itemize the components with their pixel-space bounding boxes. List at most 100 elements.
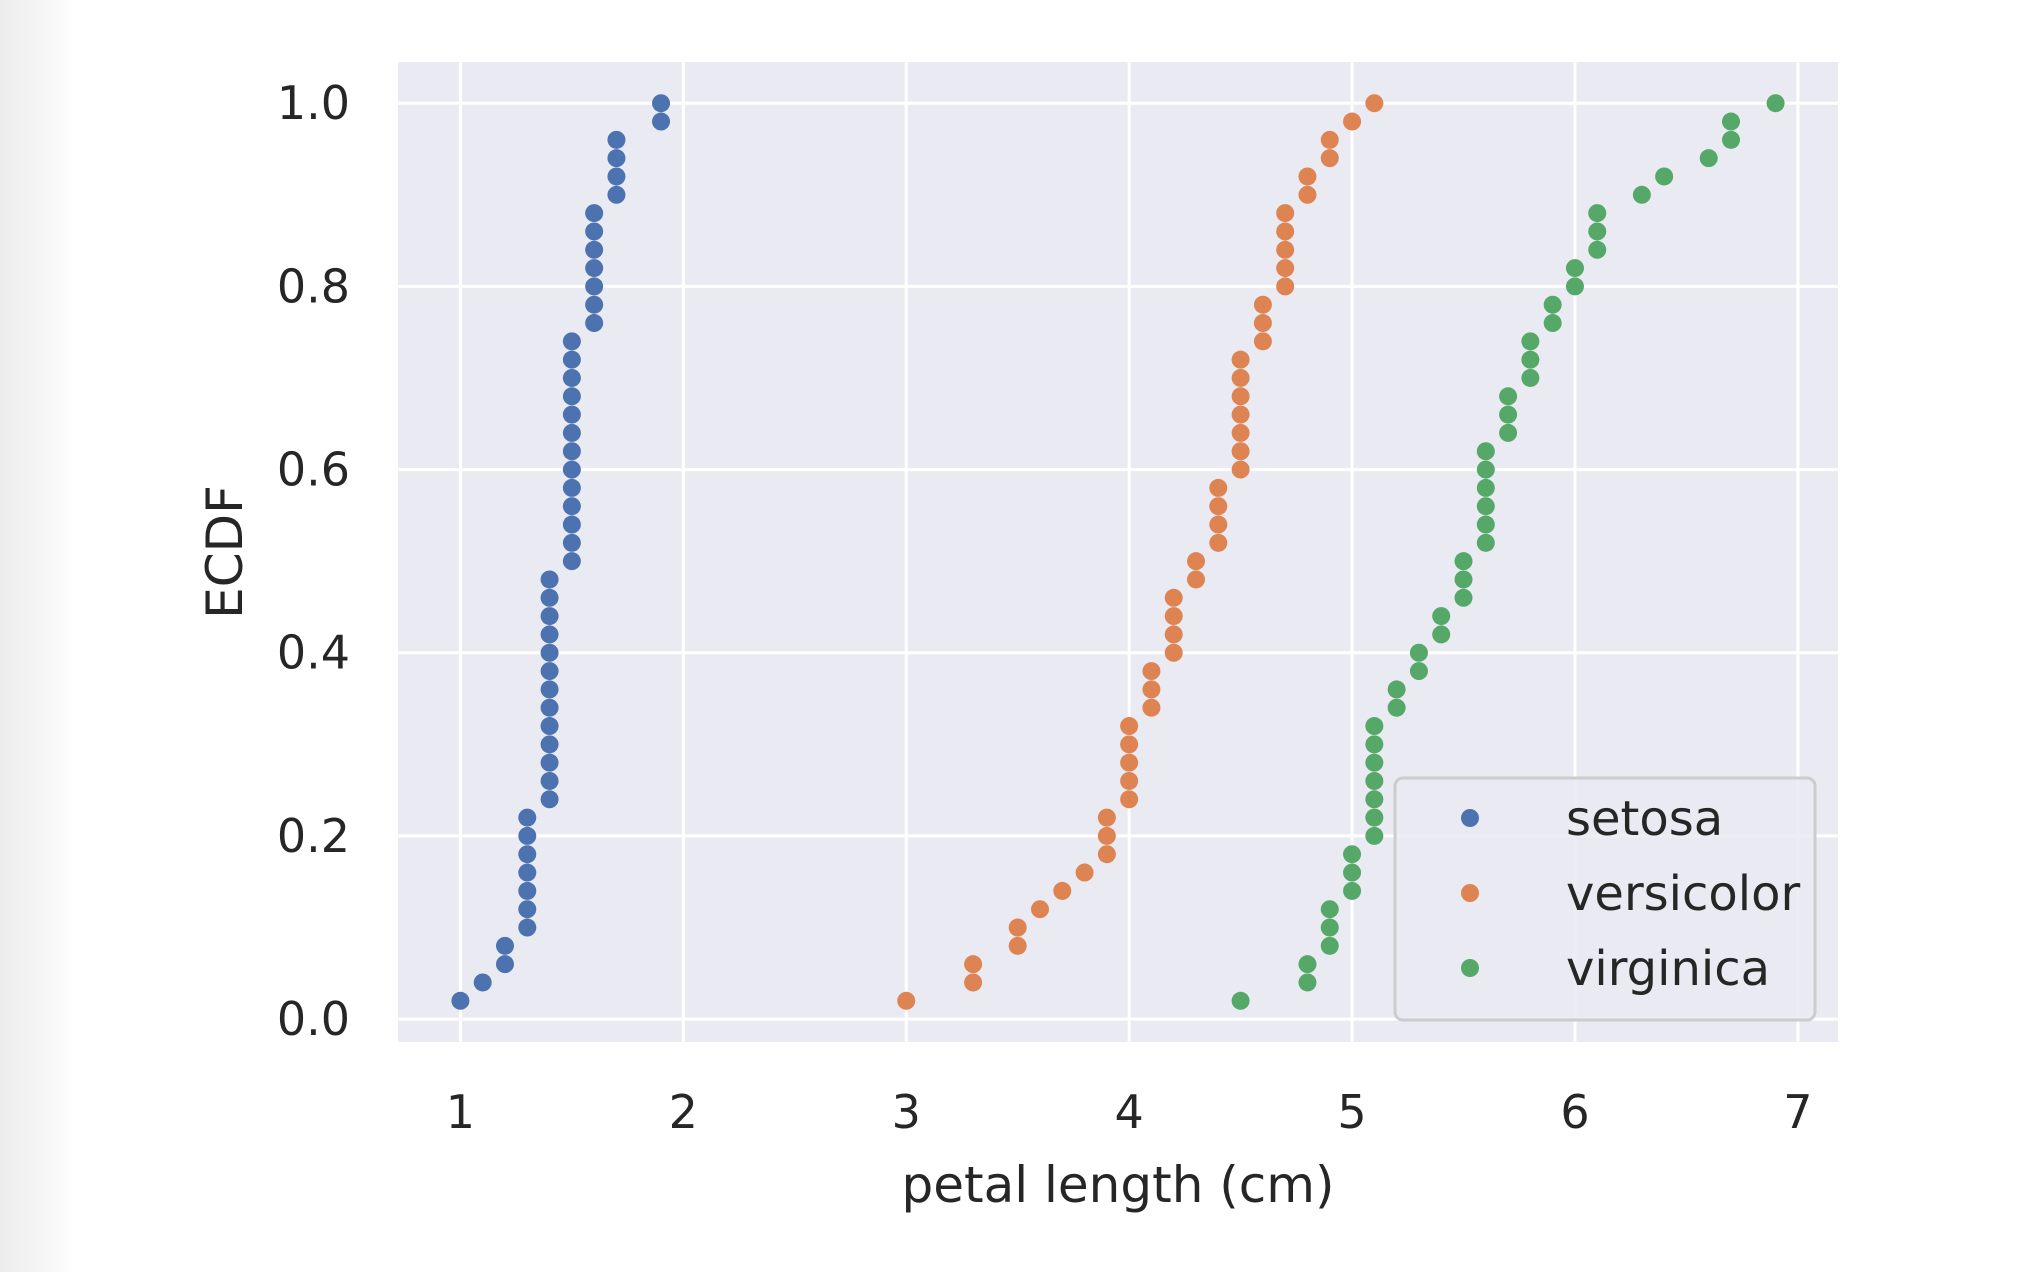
versicolor-point [1030, 900, 1049, 919]
virginica-point [1365, 790, 1384, 809]
versicolor-point [1142, 680, 1161, 699]
x-tick-label: 6 [1560, 1085, 1589, 1139]
versicolor-point [1320, 149, 1339, 168]
versicolor-point [1187, 570, 1206, 589]
x-tick-label: 5 [1337, 1085, 1366, 1139]
setosa-point [518, 900, 537, 919]
virginica-point [1655, 167, 1674, 186]
setosa-point [562, 332, 581, 351]
virginica-point [1320, 900, 1339, 919]
setosa-point [518, 918, 537, 937]
versicolor-point [1365, 94, 1384, 113]
setosa-point [473, 973, 492, 992]
setosa-point [562, 515, 581, 534]
legend-label-versicolor: versicolor [1566, 866, 1800, 922]
virginica-point [1365, 753, 1384, 772]
versicolor-point [1253, 295, 1272, 314]
virginica-point [1365, 771, 1384, 790]
y-tick-label: 0.6 [277, 443, 350, 497]
virginica-point [1298, 973, 1317, 992]
setosa-point [518, 863, 537, 882]
virginica-point [1588, 204, 1607, 223]
virginica-point [1231, 991, 1250, 1010]
setosa-point [652, 112, 671, 131]
versicolor-point [1343, 112, 1362, 131]
versicolor-point [1231, 368, 1250, 387]
x-tick-label: 7 [1783, 1085, 1812, 1139]
setosa-point [607, 185, 626, 204]
versicolor-point [964, 973, 983, 992]
x-tick-label: 3 [892, 1085, 921, 1139]
virginica-point [1298, 955, 1317, 974]
virginica-point [1699, 149, 1718, 168]
legend-label-virginica: virginica [1566, 941, 1770, 997]
virginica-point [1499, 423, 1518, 442]
legend-marker-virginica [1461, 959, 1479, 977]
x-tick-labels: 1 2 3 4 5 6 7 [446, 1085, 1813, 1139]
versicolor-point [1209, 533, 1228, 552]
versicolor-point [1097, 808, 1116, 827]
setosa-point [562, 350, 581, 369]
setosa-point [540, 607, 559, 626]
virginica-point [1588, 240, 1607, 259]
x-tick-label: 4 [1115, 1085, 1144, 1139]
setosa-point [540, 753, 559, 772]
x-axis-title: petal length (cm) [901, 1156, 1334, 1214]
versicolor-point [1008, 918, 1027, 937]
x-tick-label: 1 [446, 1085, 475, 1139]
versicolor-point [1231, 460, 1250, 479]
versicolor-point [1276, 204, 1295, 223]
versicolor-point [1320, 130, 1339, 149]
setosa-point [540, 588, 559, 607]
versicolor-point [1231, 405, 1250, 424]
setosa-point [495, 955, 514, 974]
setosa-point [540, 570, 559, 589]
virginica-point [1454, 552, 1473, 571]
virginica-point [1722, 130, 1741, 149]
virginica-point [1476, 533, 1495, 552]
versicolor-point [1008, 936, 1027, 955]
setosa-point [607, 167, 626, 186]
setosa-point [562, 497, 581, 516]
virginica-point [1387, 680, 1406, 699]
virginica-point [1476, 515, 1495, 534]
legend-marker-setosa [1461, 809, 1479, 827]
versicolor-point [1298, 185, 1317, 204]
y-tick-label: 0.4 [277, 626, 350, 680]
setosa-point [585, 295, 604, 314]
y-tick-label: 0.0 [277, 992, 350, 1046]
legend-label-setosa: setosa [1566, 791, 1723, 847]
virginica-point [1320, 936, 1339, 955]
virginica-point [1454, 588, 1473, 607]
setosa-point [540, 680, 559, 699]
setosa-point [540, 771, 559, 790]
setosa-point [585, 204, 604, 223]
setosa-point [585, 277, 604, 296]
virginica-point [1521, 332, 1540, 351]
virginica-point [1365, 735, 1384, 754]
virginica-point [1432, 625, 1451, 644]
versicolor-point [1120, 735, 1139, 754]
virginica-point [1343, 845, 1362, 864]
virginica-point [1499, 387, 1518, 406]
setosa-point [540, 790, 559, 809]
virginica-point [1432, 607, 1451, 626]
x-tick-label: 2 [669, 1085, 698, 1139]
versicolor-point [1142, 662, 1161, 681]
versicolor-point [1120, 790, 1139, 809]
setosa-point [518, 881, 537, 900]
setosa-point [540, 662, 559, 681]
setosa-point [585, 314, 604, 333]
virginica-point [1409, 643, 1428, 662]
setosa-point [540, 643, 559, 662]
series-setosa [451, 94, 671, 1010]
versicolor-point [1120, 771, 1139, 790]
virginica-point [1766, 94, 1785, 113]
versicolor-point [1209, 515, 1228, 534]
legend: setosa versicolor virginica [1393, 776, 1817, 1022]
versicolor-point [964, 955, 983, 974]
versicolor-point [1231, 442, 1250, 461]
versicolor-point [1276, 222, 1295, 241]
versicolor-point [1053, 881, 1072, 900]
